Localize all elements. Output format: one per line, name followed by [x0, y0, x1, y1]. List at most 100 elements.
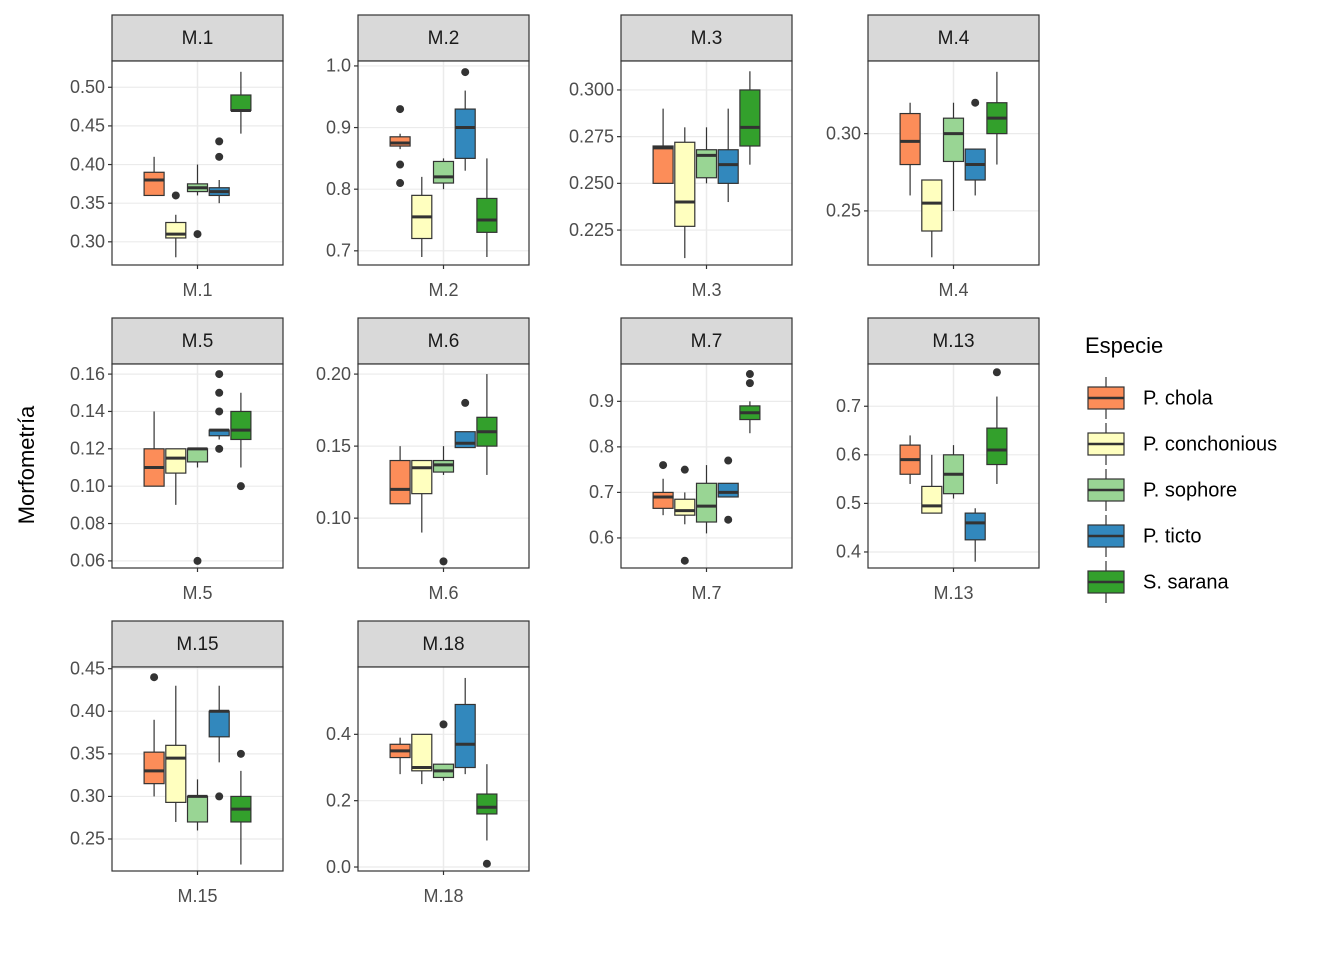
y-tick-label: 0.25: [70, 829, 105, 849]
outlier: [396, 160, 405, 169]
outlier: [215, 388, 224, 397]
box: [389, 136, 411, 147]
box: [921, 179, 943, 232]
panel-border: [867, 363, 1040, 569]
outlier: [215, 370, 224, 379]
y-tick-label: 0.10: [70, 476, 105, 496]
box: [411, 733, 433, 772]
outlier: [193, 230, 202, 239]
box: [476, 793, 498, 815]
outlier: [745, 370, 754, 379]
y-tick-label: 0.06: [70, 551, 105, 571]
y-tick-label: 0.7: [326, 241, 351, 261]
outlier: [680, 556, 689, 565]
facet-title: M.15: [176, 634, 218, 655]
box: [695, 482, 718, 523]
x-tick-label: M.15: [177, 886, 217, 906]
facet-title: M.3: [691, 28, 723, 49]
y-tick-label: 0.15: [316, 436, 351, 456]
outlier: [680, 465, 689, 474]
y-tick-label: 0.10: [316, 508, 351, 528]
outlier: [439, 557, 448, 566]
facet-strip: [111, 14, 284, 62]
y-tick-label: 0.0: [326, 857, 351, 877]
outlier: [461, 398, 470, 407]
box: [739, 89, 761, 147]
x-tick-label: M.3: [691, 280, 721, 300]
x-tick-label: M.7: [691, 583, 721, 603]
y-tick-label: 0.30: [826, 123, 861, 143]
y-tick-label: 0.2: [326, 790, 351, 810]
y-tick-label: 0.08: [70, 513, 105, 533]
y-tick-label: 0.6: [836, 445, 861, 465]
facet-strip: [620, 317, 793, 365]
x-tick-label: M.6: [428, 583, 458, 603]
outlier: [396, 179, 405, 188]
panel-border: [111, 666, 284, 872]
x-tick-label: M.1: [182, 280, 212, 300]
box: [454, 431, 476, 449]
panel-border: [357, 363, 530, 569]
legend-label: P. conchonious: [1143, 433, 1277, 455]
box: [165, 448, 187, 474]
y-tick-label: 0.40: [70, 701, 105, 721]
outlier: [439, 720, 448, 729]
box: [964, 512, 986, 541]
facet-title: M.18: [422, 634, 464, 655]
y-tick-label: 0.40: [70, 154, 105, 174]
legend-title: Especie: [1085, 333, 1163, 358]
box: [143, 751, 165, 785]
y-tick-label: 0.9: [589, 391, 614, 411]
outlier: [215, 444, 224, 453]
facet-title: M.5: [182, 331, 214, 352]
outlier: [461, 68, 470, 77]
box: [476, 197, 498, 233]
legend-label: P. ticto: [1143, 525, 1202, 547]
legend-label: P. chola: [1143, 387, 1214, 409]
panel-border: [620, 60, 793, 266]
box: [165, 744, 187, 803]
outlier: [193, 556, 202, 565]
facet-title: M.6: [428, 331, 460, 352]
y-tick-label: 0.7: [589, 482, 614, 502]
outlier: [971, 98, 980, 107]
legend-label: P. sophore: [1143, 479, 1237, 501]
y-tick-label: 0.35: [70, 193, 105, 213]
outlier: [236, 749, 245, 758]
box: [432, 160, 455, 184]
box: [454, 703, 476, 769]
box: [230, 410, 252, 441]
outlier: [215, 152, 224, 161]
outlier: [482, 859, 491, 868]
y-tick-label: 0.45: [70, 116, 105, 136]
box: [921, 485, 943, 514]
y-tick-label: 0.35: [70, 744, 105, 764]
facet-strip: [357, 14, 530, 62]
y-tick-label: 0.300: [569, 80, 614, 100]
y-tick-label: 1.0: [326, 56, 351, 76]
box: [230, 94, 252, 112]
facet-strip: [620, 14, 793, 62]
facet-strip: [357, 317, 530, 365]
y-tick-label: 0.9: [326, 117, 351, 137]
box: [652, 145, 674, 184]
facet-title: M.1: [182, 28, 214, 49]
y-tick-label: 0.225: [569, 220, 614, 240]
outlier: [150, 673, 159, 682]
y-tick-label: 0.20: [316, 364, 351, 384]
y-tick-label: 0.8: [589, 437, 614, 457]
facet-title: M.13: [932, 331, 974, 352]
outlier: [745, 379, 754, 388]
box: [717, 482, 739, 498]
panel-border: [357, 60, 530, 266]
y-tick-label: 0.30: [70, 232, 105, 252]
outlier: [215, 137, 224, 146]
y-tick-label: 0.25: [826, 201, 861, 221]
y-tick-label: 0.275: [569, 126, 614, 146]
facet-strip: [357, 620, 530, 668]
x-tick-label: M.18: [423, 886, 463, 906]
y-tick-label: 0.16: [70, 364, 105, 384]
outlier: [396, 105, 405, 114]
outlier: [659, 461, 668, 470]
box: [389, 459, 411, 505]
